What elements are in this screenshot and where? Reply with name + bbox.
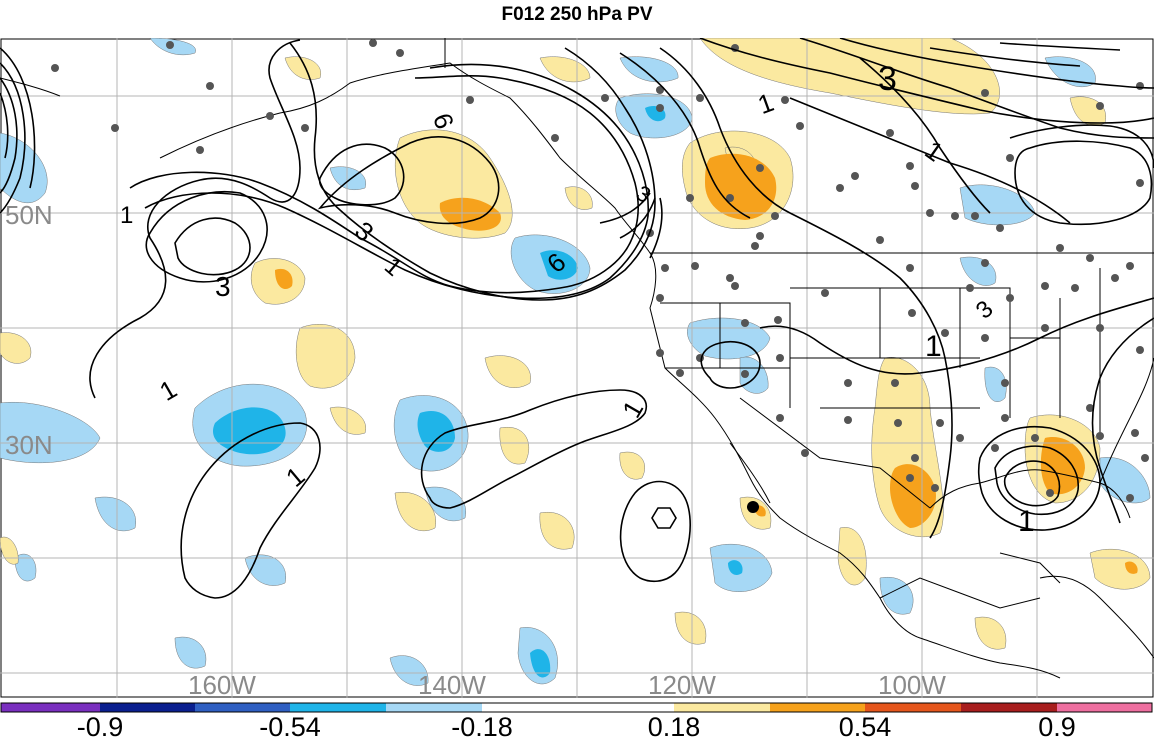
lon-label-160w: 160W (188, 670, 256, 698)
colorbar-tick-label: 0.18 (648, 712, 701, 739)
pv-contours (0, 38, 1154, 599)
colorbar: -0.9 -0.54 -0.18 0.18 0.54 0.9 (0, 702, 1153, 739)
map-title: F012 250 hPa PV (501, 4, 653, 25)
position-marker (747, 501, 759, 513)
colorbar-segment (100, 703, 195, 712)
coastlines (0, 38, 1154, 679)
colorbar-segment (290, 703, 386, 712)
colorbar-tick-label: 0.54 (839, 712, 892, 739)
station-dots (51, 39, 1149, 502)
lon-label-140w: 140W (418, 670, 486, 698)
graticule (0, 38, 1154, 698)
graticule-labels: 50N 30N 160W 140W 120W 100W (5, 200, 946, 698)
colorbar-tick-label: -0.18 (451, 712, 513, 739)
colorbar-segment (1057, 703, 1152, 712)
colorbar-tick-label: 0.9 (1038, 712, 1076, 739)
colorbar-tick-label: -0.54 (259, 712, 321, 739)
colorbar-tick-label: -0.9 (77, 712, 124, 739)
colorbar-segment (386, 703, 482, 712)
pv-map: 1 1 1 1 1 1 1 1 1 3 3 3 3 6 6 3 50N 30N … (0, 38, 1154, 698)
contour-label: 1 (925, 330, 942, 363)
lon-label-120w: 120W (648, 670, 716, 698)
colorbar-segment (195, 703, 290, 712)
colorbar-segment (482, 703, 674, 712)
contour-label: 1 (1018, 505, 1035, 538)
colorbar-segment (961, 703, 1057, 712)
colorbar-segment (674, 703, 770, 712)
lat-label-30n: 30N (5, 430, 53, 460)
colorbar-segments (1, 703, 1152, 712)
contour-label: 3 (215, 271, 231, 302)
contour-label: 1 (120, 202, 133, 229)
contour-label: 3 (878, 60, 897, 98)
colorbar-segment (865, 703, 961, 712)
colorbar-segment (770, 703, 865, 712)
colorbar-segment (1, 703, 100, 712)
lat-label-50n: 50N (5, 200, 53, 230)
lon-label-100w: 100W (878, 670, 946, 698)
